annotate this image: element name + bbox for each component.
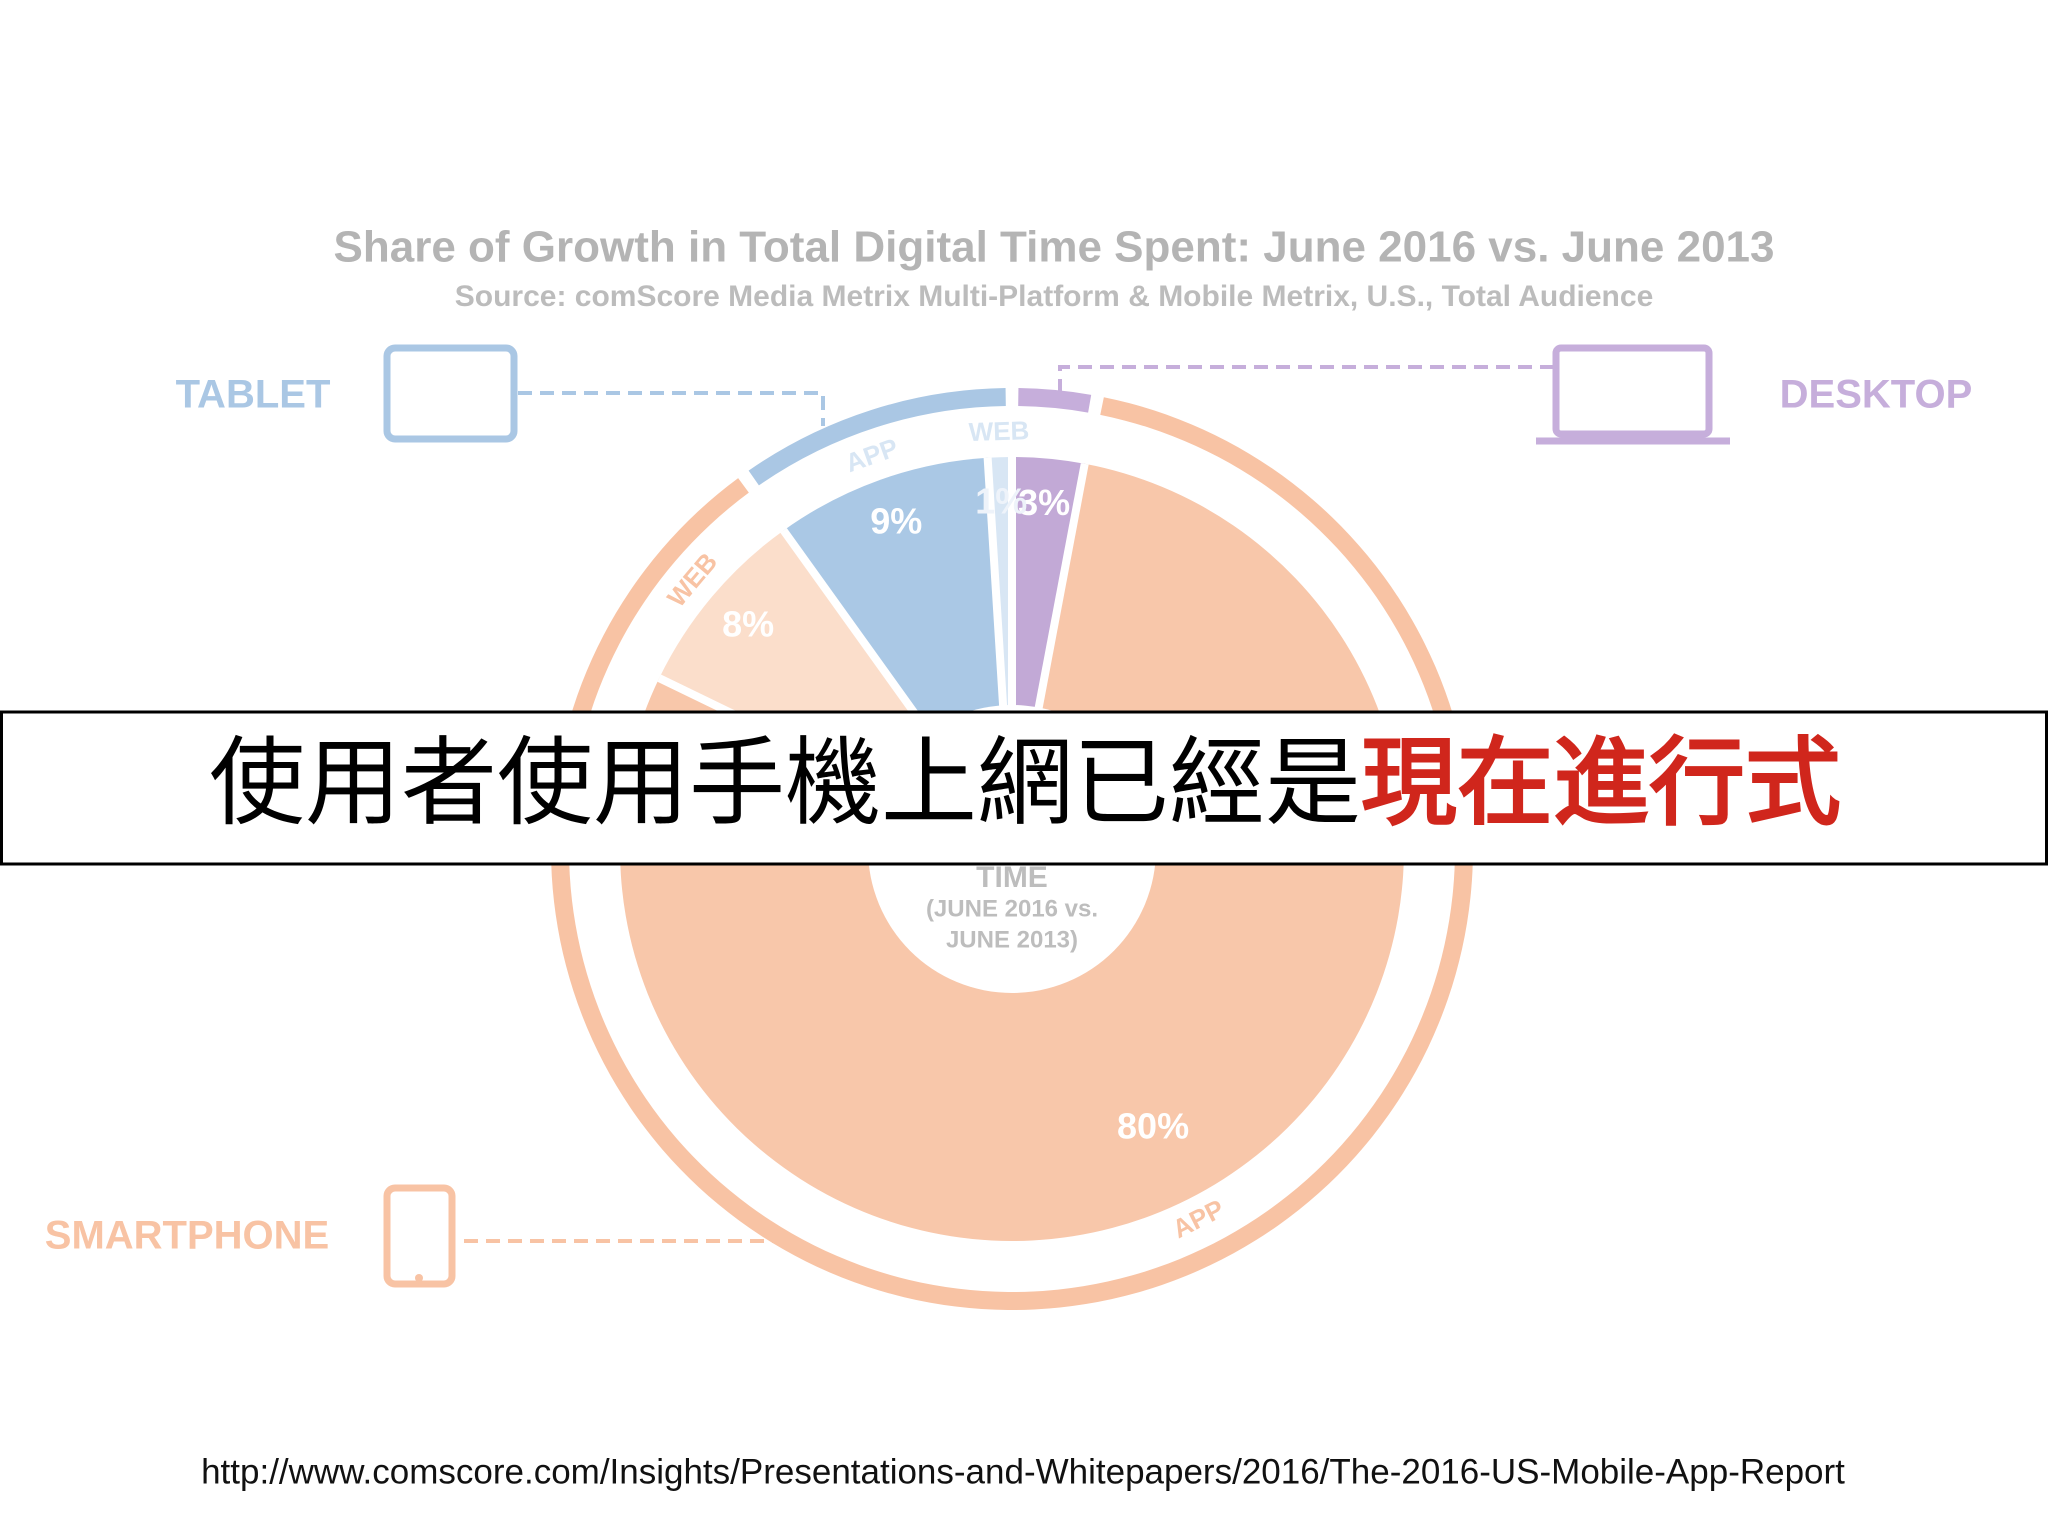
legend-label: SMARTPHONE — [45, 1214, 329, 1258]
center-text: (JUNE 2016 vs. — [926, 895, 1098, 922]
chart-subtitle: Source: comScore Media Metrix Multi-Plat… — [455, 280, 1654, 313]
legend-label: DESKTOP — [1780, 373, 1973, 417]
value-label: 8% — [722, 603, 774, 644]
value-label: 9% — [870, 501, 922, 542]
value-label: 80% — [1117, 1106, 1189, 1147]
banner-text: 使用者使用手機上網已經是 — [209, 727, 1361, 839]
banner-text: 使用者使用手機上網已經是現在進行式 — [209, 727, 1841, 839]
connector — [1058, 365, 1554, 408]
banner-highlight: 現在進行式 — [1361, 727, 1841, 839]
connector — [518, 391, 825, 426]
center-text: TIME — [976, 861, 1048, 894]
banner — [0, 710, 2048, 866]
smartphone-icon — [383, 1184, 456, 1288]
chart-title: Share of Growth in Total Digital Time Sp… — [334, 223, 1775, 272]
tablet-icon — [383, 344, 518, 443]
segment-label: APP — [841, 432, 901, 478]
group-ring — [1018, 388, 1092, 413]
desktop-icon — [1552, 344, 1713, 438]
value-label: 1% — [975, 481, 1027, 522]
group-ring — [748, 388, 1006, 486]
source-url: http://www.comscore.com/Insights/Present… — [201, 1452, 1845, 1491]
segment-label: WEB — [968, 415, 1030, 447]
center-text: JUNE 2013) — [946, 926, 1078, 953]
legend-label: TABLET — [176, 373, 331, 417]
phone-button — [415, 1274, 423, 1282]
value-label: 3% — [1018, 482, 1070, 523]
